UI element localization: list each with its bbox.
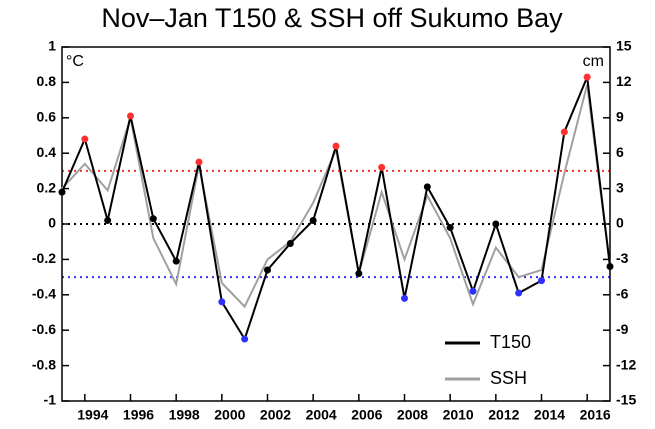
y2-tick-label: 6 xyxy=(616,144,624,160)
data-point xyxy=(355,270,363,278)
y2-tick-label: -9 xyxy=(616,321,629,337)
data-point xyxy=(218,298,226,306)
data-point xyxy=(127,112,134,120)
series-line xyxy=(61,73,611,342)
data-point xyxy=(149,215,157,223)
data-point xyxy=(241,335,249,343)
data-point xyxy=(286,239,294,247)
x-tick-label: 1996 xyxy=(123,407,154,423)
data-point xyxy=(583,73,591,81)
y2-tick-label: -3 xyxy=(616,250,629,266)
y2-tick-label: 0 xyxy=(616,215,624,231)
y-tick-label: 1 xyxy=(48,38,56,54)
x-tick-label: 2016 xyxy=(580,407,611,423)
y-tick-label: 0.2 xyxy=(37,179,57,195)
y2-tick-label: 15 xyxy=(616,38,632,54)
data-point xyxy=(401,294,408,302)
data-point xyxy=(309,216,317,224)
data-point xyxy=(172,257,180,265)
y-tick-label: -0.8 xyxy=(32,356,56,372)
x-tick-label: 2002 xyxy=(260,407,291,423)
x-tick-label: 2006 xyxy=(351,407,382,423)
x-tick-label: 2014 xyxy=(534,407,565,423)
x-tick-label: 1994 xyxy=(77,407,108,423)
data-point xyxy=(423,183,431,191)
data-point xyxy=(469,287,477,295)
y2-unit: cm xyxy=(583,53,604,70)
y-tick-label: -0.6 xyxy=(32,321,56,337)
y2-tick-label: -12 xyxy=(616,356,636,372)
y-tick-label: 0.6 xyxy=(37,109,57,125)
chart-title: Nov–Jan T150 & SSH off Sukumo Bay xyxy=(101,3,563,33)
data-point xyxy=(264,266,271,274)
data-point xyxy=(332,142,340,150)
series-line xyxy=(61,84,611,309)
x-tick-label: 2010 xyxy=(443,407,474,423)
x-tick-label: 2000 xyxy=(214,407,245,423)
data-point xyxy=(560,128,568,136)
y-tick-label: -0.4 xyxy=(32,286,56,302)
data-point xyxy=(104,216,112,224)
y2-tick-label: -15 xyxy=(616,392,636,408)
x-tick-label: 2008 xyxy=(397,407,428,423)
y-tick-label: 0.8 xyxy=(37,73,57,89)
y2-tick-label: 3 xyxy=(616,179,624,195)
y-unit: °C xyxy=(66,53,84,70)
legend-label: SSH xyxy=(490,368,527,388)
y2-tick-label: 9 xyxy=(616,109,624,125)
y2-tick-label: 12 xyxy=(616,73,632,89)
data-point xyxy=(538,277,545,285)
data-point xyxy=(58,188,66,196)
x-tick-label: 1998 xyxy=(169,407,200,423)
data-point xyxy=(81,135,89,143)
y-tick-label: 0 xyxy=(48,215,56,231)
data-point xyxy=(195,158,203,166)
data-point xyxy=(606,262,614,270)
y2-tick-label: -6 xyxy=(616,286,629,302)
x-tick-label: 2004 xyxy=(306,407,337,423)
legend-label: T150 xyxy=(490,332,531,352)
y-tick-label: -0.2 xyxy=(32,250,56,266)
y-tick-label: 0.4 xyxy=(37,144,57,160)
data-point xyxy=(515,289,523,297)
data-point xyxy=(378,163,386,171)
data-point xyxy=(492,220,500,228)
data-point xyxy=(446,224,454,232)
y-tick-label: -1 xyxy=(44,392,57,408)
x-tick-label: 2012 xyxy=(488,407,519,423)
